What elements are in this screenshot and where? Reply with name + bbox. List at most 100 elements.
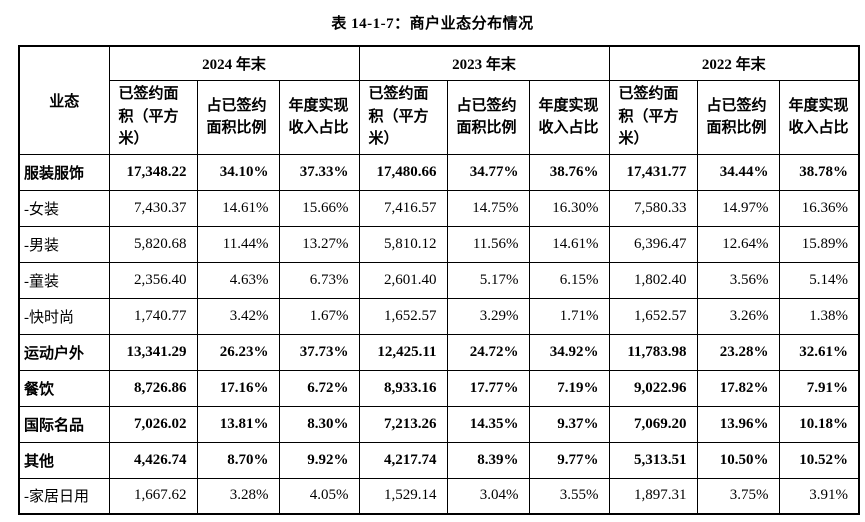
value-cell: 8.39% bbox=[446, 441, 530, 479]
value-cell: 9,022.96 bbox=[608, 369, 698, 407]
value-cell: 11.56% bbox=[446, 225, 530, 263]
table-row: 服装服饰 17,348.22 34.10% 37.33% 17,480.66 34.77%… bbox=[18, 153, 860, 191]
value-cell: 5.14% bbox=[778, 261, 860, 299]
year-group-2023: 2023 年末 bbox=[358, 45, 610, 81]
value-cell: 14.97% bbox=[696, 189, 780, 227]
value-cell: 34.44% bbox=[696, 153, 780, 191]
table-row: 其他 4,426.74 8.70% 9.92% 4,217.74 8.39% 9.77% 5,… bbox=[18, 441, 860, 479]
value-cell: 1,740.77 bbox=[108, 297, 198, 335]
value-cell: 11.44% bbox=[196, 225, 280, 263]
value-cell: 7.91% bbox=[778, 369, 860, 407]
value-cell: 37.33% bbox=[278, 153, 360, 191]
subheader-signed-area-2024: 已签约面积（平方米） bbox=[108, 79, 198, 155]
value-cell: 14.35% bbox=[446, 405, 530, 443]
row-label: -男装 bbox=[18, 225, 110, 263]
table-row: -童装 2,356.40 4.63% 6.73% 2,601.40 5.17% 6.15% 1… bbox=[18, 261, 860, 299]
table-row: 国际名品 7,026.02 13.81% 8.30% 7,213.26 14.35% 9.3… bbox=[18, 405, 860, 443]
subheader-area-ratio-2024: 占已签约面积比例 bbox=[196, 79, 280, 155]
value-cell: 17.82% bbox=[696, 369, 780, 407]
header-row-years: 业态 2024 年末 2023 年末 2022 年末 bbox=[18, 45, 860, 155]
value-cell: 9.92% bbox=[278, 441, 360, 479]
value-cell: 16.36% bbox=[778, 189, 860, 227]
row-label: 国际名品 bbox=[18, 405, 110, 443]
value-cell: 24.72% bbox=[446, 333, 530, 371]
value-cell: 5.17% bbox=[446, 261, 530, 299]
value-cell: 6.15% bbox=[528, 261, 610, 299]
value-cell: 13.81% bbox=[196, 405, 280, 443]
value-cell: 13.27% bbox=[278, 225, 360, 263]
value-cell: 10.52% bbox=[778, 441, 860, 479]
value-cell: 16.30% bbox=[528, 189, 610, 227]
value-cell: 2,601.40 bbox=[358, 261, 448, 299]
year-group-2022: 2022 年末 bbox=[608, 45, 860, 81]
value-cell: 34.10% bbox=[196, 153, 280, 191]
value-cell: 7,069.20 bbox=[608, 405, 698, 443]
value-cell: 9.77% bbox=[528, 441, 610, 479]
value-cell: 7,416.57 bbox=[358, 189, 448, 227]
value-cell: 9.37% bbox=[528, 405, 610, 443]
table-row: -女装 7,430.37 14.61% 15.66% 7,416.57 14.75% 16.… bbox=[18, 189, 860, 227]
value-cell: 5,313.51 bbox=[608, 441, 698, 479]
row-label: -快时尚 bbox=[18, 297, 110, 335]
table-row: -男装 5,820.68 11.44% 13.27% 5,810.12 11.56% 14.… bbox=[18, 225, 860, 263]
value-cell: 8,933.16 bbox=[358, 369, 448, 407]
value-cell: 17,431.77 bbox=[608, 153, 698, 191]
page-title: 表 14-1-7：商户业态分布情况 bbox=[331, 16, 534, 32]
value-cell: 1,652.57 bbox=[358, 297, 448, 335]
value-cell: 1,529.14 bbox=[358, 477, 448, 515]
value-cell: 1,652.57 bbox=[608, 297, 698, 335]
value-cell: 23.28% bbox=[696, 333, 780, 371]
row-label: 运动户外 bbox=[18, 333, 110, 371]
row-label: -家居日用 bbox=[18, 477, 110, 515]
value-cell: 7,213.26 bbox=[358, 405, 448, 443]
value-cell: 26.23% bbox=[196, 333, 280, 371]
value-cell: 1,667.62 bbox=[108, 477, 198, 515]
value-cell: 37.73% bbox=[278, 333, 360, 371]
subheader-income-ratio-2022: 年度实现收入占比 bbox=[778, 79, 860, 155]
value-cell: 17,348.22 bbox=[108, 153, 198, 191]
business-distribution-table: 业态 2024 年末 2023 年末 2022 年末 已签约面积（平方米） 占已… bbox=[18, 45, 861, 515]
value-cell: 8.70% bbox=[196, 441, 280, 479]
header-row-metrics: 已签约面积（平方米） 占已签约面积比例 年度实现收入占比 已签约面积（平方米） … bbox=[19, 79, 860, 155]
value-cell: 13.96% bbox=[696, 405, 780, 443]
value-cell: 1,802.40 bbox=[608, 261, 698, 299]
row-label: -女装 bbox=[18, 189, 110, 227]
value-cell: 34.92% bbox=[528, 333, 610, 371]
value-cell: 4.63% bbox=[196, 261, 280, 299]
value-cell: 38.76% bbox=[528, 153, 610, 191]
value-cell: 3.75% bbox=[696, 477, 780, 515]
value-cell: 12.64% bbox=[696, 225, 780, 263]
value-cell: 7,430.37 bbox=[108, 189, 198, 227]
value-cell: 11,783.98 bbox=[608, 333, 698, 371]
table-row: 餐饮 8,726.86 17.16% 6.72% 8,933.16 17.77% 7.19%… bbox=[18, 369, 860, 407]
value-cell: 15.89% bbox=[778, 225, 860, 263]
row-label: 服装服饰 bbox=[18, 153, 110, 191]
value-cell: 6.72% bbox=[278, 369, 360, 407]
value-cell: 13,341.29 bbox=[108, 333, 198, 371]
value-cell: 6,396.47 bbox=[608, 225, 698, 263]
value-cell: 4.05% bbox=[278, 477, 360, 515]
value-cell: 14.75% bbox=[446, 189, 530, 227]
value-cell: 8.30% bbox=[278, 405, 360, 443]
value-cell: 3.91% bbox=[778, 477, 860, 515]
value-cell: 2,356.40 bbox=[108, 261, 198, 299]
value-cell: 5,820.68 bbox=[108, 225, 198, 263]
value-cell: 1.71% bbox=[528, 297, 610, 335]
subheader-area-ratio-2023: 占已签约面积比例 bbox=[446, 79, 530, 155]
value-cell: 3.28% bbox=[196, 477, 280, 515]
value-cell: 7,026.02 bbox=[108, 405, 198, 443]
value-cell: 17.77% bbox=[446, 369, 530, 407]
subheader-income-ratio-2023: 年度实现收入占比 bbox=[528, 79, 610, 155]
value-cell: 34.77% bbox=[446, 153, 530, 191]
value-cell: 3.55% bbox=[528, 477, 610, 515]
value-cell: 3.42% bbox=[196, 297, 280, 335]
row-label: 其他 bbox=[18, 441, 110, 479]
year-group-2024: 2024 年末 bbox=[108, 45, 360, 81]
value-cell: 15.66% bbox=[278, 189, 360, 227]
value-cell: 6.73% bbox=[278, 261, 360, 299]
value-cell: 8,726.86 bbox=[108, 369, 198, 407]
table-row: -快时尚 1,740.77 3.42% 1.67% 1,652.57 3.29% 1.71%… bbox=[18, 297, 860, 335]
value-cell: 12,425.11 bbox=[358, 333, 448, 371]
value-cell: 4,217.74 bbox=[358, 441, 448, 479]
row-label: -童装 bbox=[18, 261, 110, 299]
